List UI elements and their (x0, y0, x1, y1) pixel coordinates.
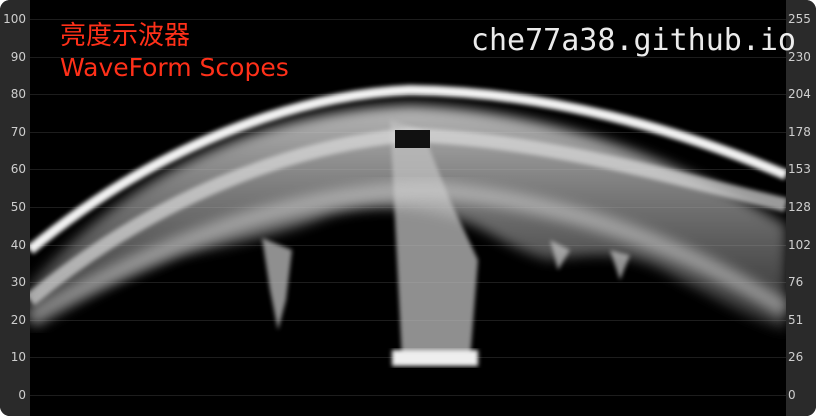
left-scale-label: 70 (10, 124, 26, 139)
trace-dark-notch (395, 130, 430, 148)
scope-title-en: WaveForm Scopes (60, 53, 289, 82)
right-scale-label: 76 (788, 275, 804, 290)
right-scale-label: 51 (788, 312, 804, 327)
right-scale-label: 178 (788, 124, 811, 139)
trace-arc-outer (30, 84, 786, 254)
left-scale-label: 40 (10, 237, 26, 252)
left-scale-label: 90 (10, 49, 26, 64)
left-scale-label: 30 (10, 275, 26, 290)
right-scale-label: 26 (788, 350, 804, 365)
right-code-value-scale: 255 230 204 178 153 128 102 76 51 26 0 (786, 0, 816, 416)
right-scale-label: 128 (788, 200, 811, 214)
left-percent-scale: 100 90 80 70 60 50 40 30 20 10 0 (0, 0, 30, 416)
left-scale-label: 20 (10, 312, 26, 327)
right-scale-label: 230 (788, 49, 811, 64)
left-scale-label: 0 (18, 388, 26, 402)
left-scale-label: 50 (10, 200, 26, 214)
graticule-line (30, 19, 786, 20)
graticule-line (30, 395, 786, 396)
trace-floor (392, 350, 478, 366)
watermark-url: che77a38.github.io (470, 23, 796, 58)
right-scale-label: 255 (788, 12, 811, 26)
scope-title: 亮度示波器 WaveForm Scopes (60, 20, 289, 84)
waveform-trace (30, 84, 786, 366)
right-scale-label: 102 (788, 237, 811, 252)
trace-spike (610, 250, 630, 280)
right-scale-label: 0 (788, 388, 796, 402)
graticule-line (30, 56, 786, 58)
trace-spike (262, 238, 292, 330)
right-scale-label: 204 (788, 87, 811, 102)
left-scale-label: 60 (10, 162, 26, 177)
trace-arc-lower (30, 180, 786, 328)
scope-title-cn: 亮度示波器 (60, 21, 191, 51)
right-scale-label: 153 (788, 162, 811, 177)
left-scale-label: 80 (10, 87, 26, 102)
trace-spike (550, 240, 570, 270)
trace-spike (390, 120, 478, 360)
left-scale-label: 100 (3, 12, 26, 26)
left-scale-label: 10 (10, 350, 26, 365)
